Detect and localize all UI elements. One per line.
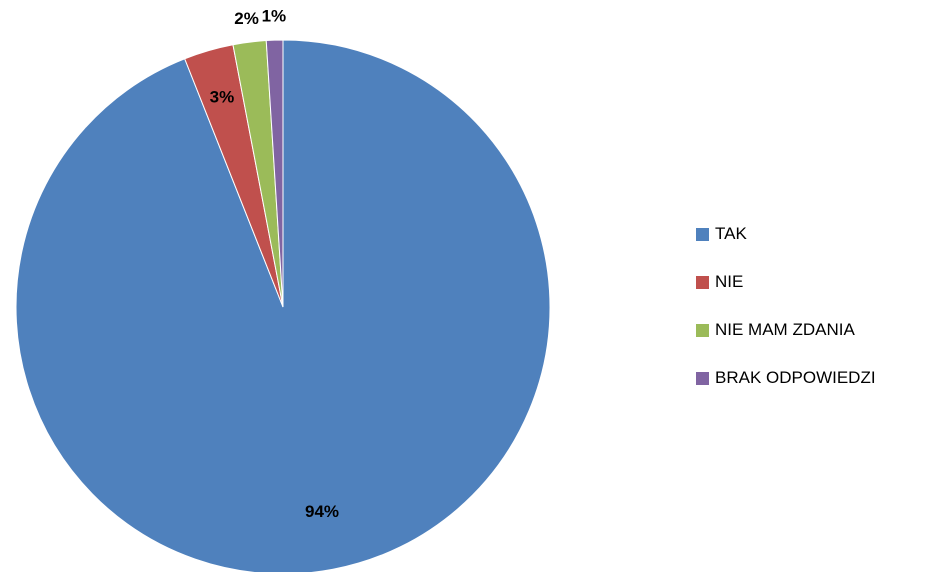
legend-swatch	[696, 371, 709, 385]
legend: TAK NIE NIE MAM ZDANIA BRAK ODPOWIEDZI	[696, 222, 929, 414]
pie-slice-brak-odpowiedzi	[265, 39, 284, 308]
data-label-nie: 3%	[210, 87, 235, 106]
data-label-brak-odpowiedzi: 1%	[262, 7, 287, 26]
legend-label: BRAK ODPOWIEDZI	[715, 368, 876, 387]
legend-swatch	[696, 275, 709, 289]
legend-item-brak-odpowiedzi: BRAK ODPOWIEDZI	[696, 366, 929, 390]
legend-label: NIE	[715, 272, 744, 291]
legend-item-nie-mam-zdania: NIE MAM ZDANIA	[696, 318, 929, 342]
legend-label: NIE MAM ZDANIA	[715, 320, 855, 339]
legend-label: TAK	[715, 224, 747, 243]
legend-item-nie: NIE	[696, 270, 929, 294]
legend-swatch	[696, 227, 709, 241]
legend-item-tak: TAK	[696, 222, 929, 246]
data-label-tak: 94%	[305, 502, 339, 521]
legend-swatch	[696, 323, 709, 337]
data-label-nie-mam-zdania: 2%	[234, 9, 259, 28]
